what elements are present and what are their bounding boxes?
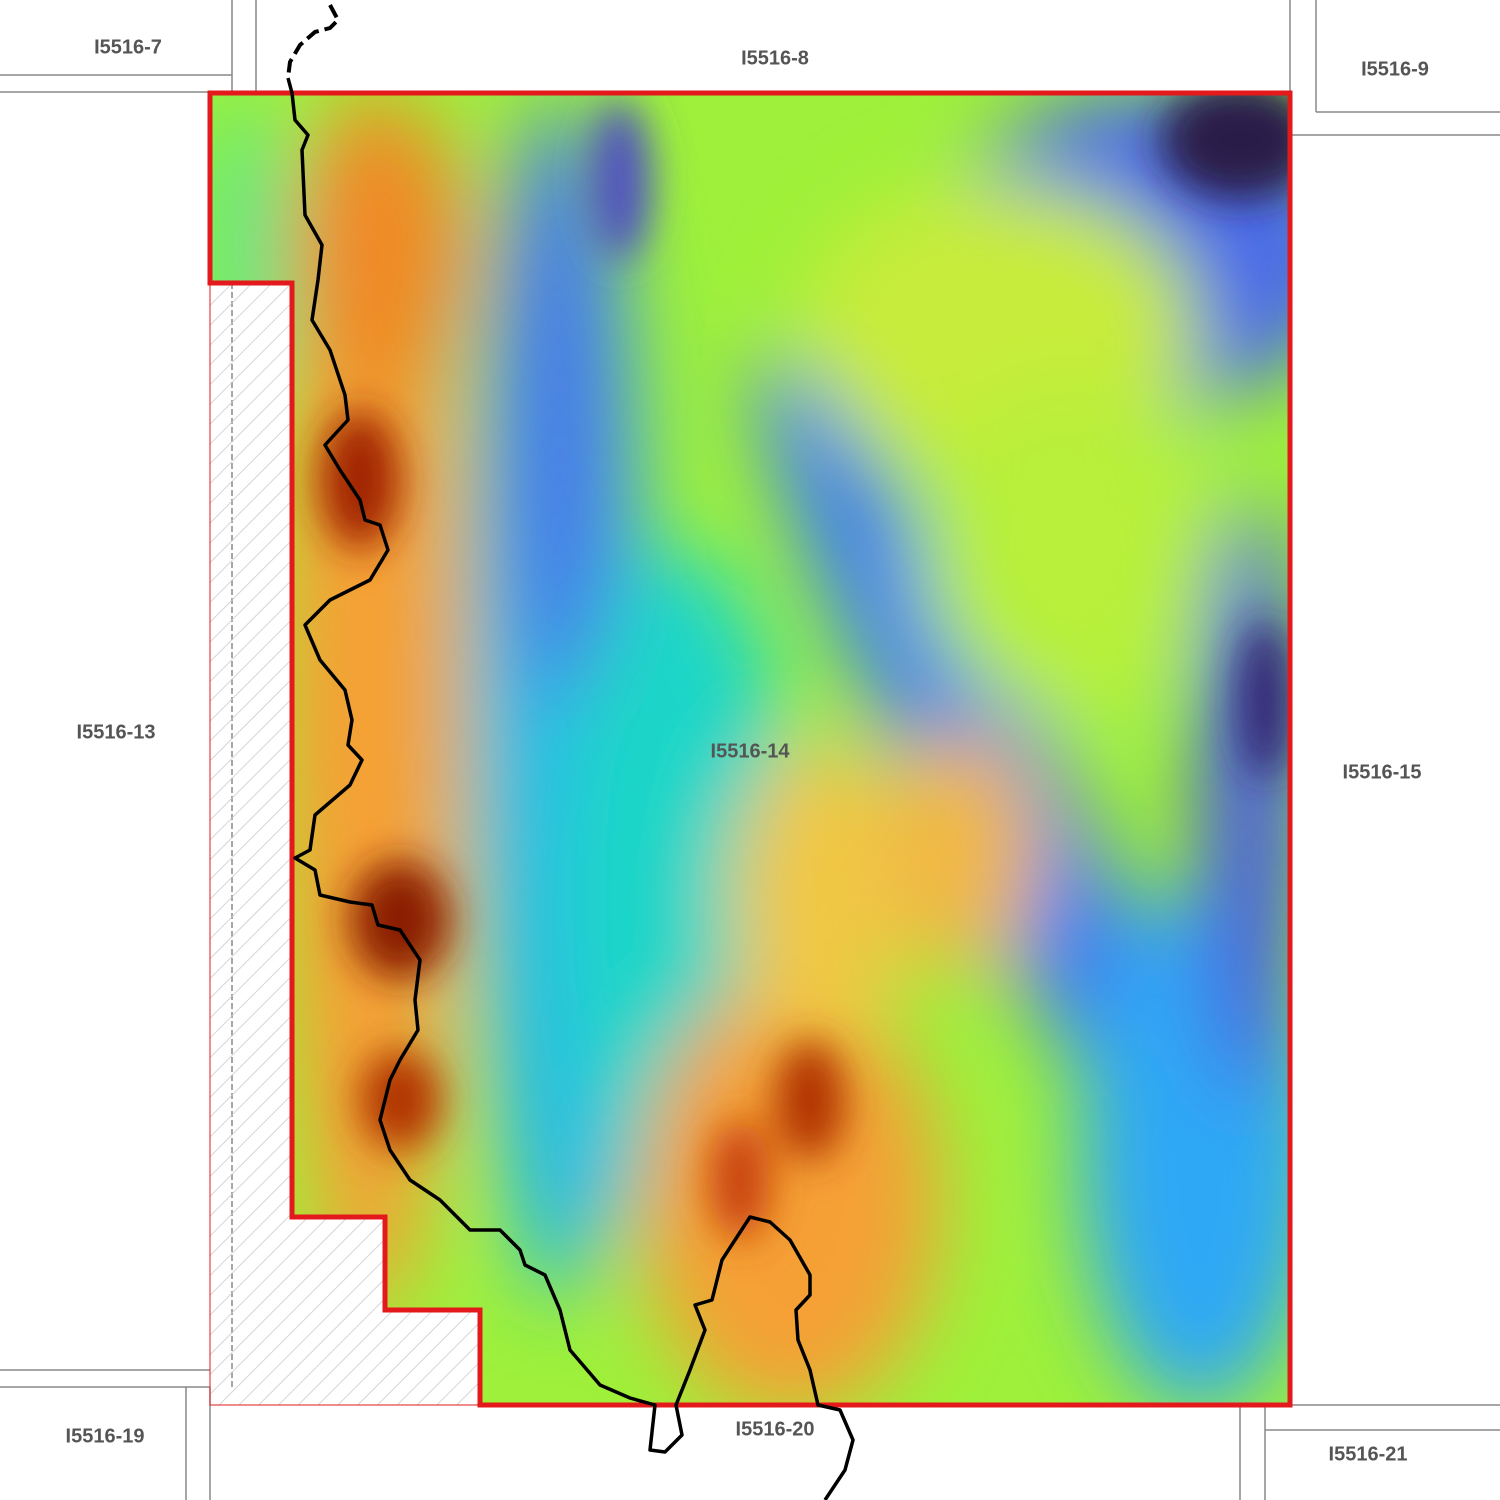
tile-label: I5516-7 [94, 36, 162, 59]
track-line [286, 77, 855, 1500]
study-area-boundary [207, 90, 1293, 1408]
tile-label: I5516-19 [65, 1425, 145, 1448]
track-line-dashed [286, 4, 341, 79]
tile-label: I5516-21 [1328, 1443, 1408, 1466]
tile-label: I5516-14 [710, 740, 790, 763]
tile-label: I5516-20 [735, 1418, 815, 1441]
tile-label: I5516-8 [741, 47, 809, 70]
tile-label: I5516-15 [1342, 761, 1422, 784]
tile-label: I5516-9 [1361, 58, 1429, 81]
elevation-raster [210, 93, 1290, 1405]
tile-label: I5516-13 [76, 721, 156, 744]
